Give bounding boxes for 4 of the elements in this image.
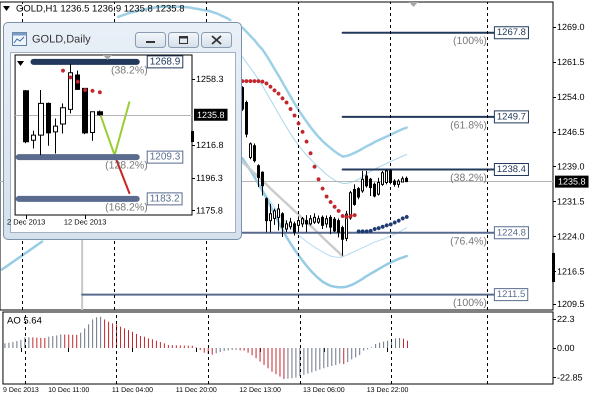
y-tick-label: 0.00 bbox=[557, 343, 575, 353]
y-tick-label: 22.3 bbox=[557, 314, 575, 324]
chart-title: AO 5.64 bbox=[7, 316, 42, 326]
y-tick-label: -22.85 bbox=[557, 372, 583, 383]
